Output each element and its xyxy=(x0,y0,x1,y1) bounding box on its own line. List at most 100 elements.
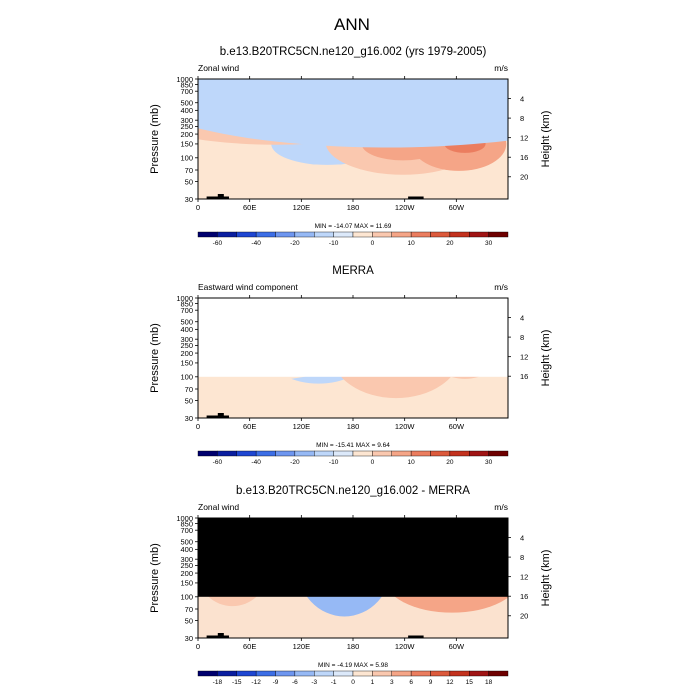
y-tick-label: 700 xyxy=(180,87,193,96)
x-tick-label: 120W xyxy=(395,203,416,212)
colorbar-label: -1 xyxy=(331,679,337,686)
colorbar-swatch xyxy=(391,450,412,457)
y-tick-label: 70 xyxy=(185,605,193,614)
y-tick-label: 50 xyxy=(185,177,193,186)
y2-tick-label: 12 xyxy=(520,352,528,361)
colorbar-swatch xyxy=(469,450,489,457)
colorbar-label: 1 xyxy=(371,679,375,686)
y-tick-label: 850 xyxy=(180,519,193,528)
colorbar-label: -12 xyxy=(251,679,261,686)
stats-label: MIN = -15.41 MAX = 9.64 xyxy=(316,442,390,449)
y-tick-label: 300 xyxy=(180,335,193,344)
colorbar-swatch xyxy=(236,231,257,238)
plot-area xyxy=(198,518,508,638)
panel-left-label: Zonal wind xyxy=(198,502,239,512)
y2-tick-label: 4 xyxy=(520,94,524,103)
y2-tick-label: 20 xyxy=(520,612,528,621)
colorbar-swatch xyxy=(217,670,237,677)
colorbar-swatch xyxy=(314,231,334,238)
plot-area xyxy=(198,298,508,418)
colorbar-label: -18 xyxy=(213,679,223,686)
y-tick-label: 50 xyxy=(185,616,193,625)
colorbar-swatch xyxy=(352,231,373,238)
y2-tick-label: 4 xyxy=(520,313,524,322)
y-tick-label: 500 xyxy=(180,538,193,547)
colorbar-swatch xyxy=(449,670,470,677)
y-tick-label: 100 xyxy=(180,373,193,382)
y-tick-label: 1000 xyxy=(176,514,193,523)
y2-tick-label: 8 xyxy=(520,114,524,123)
colorbar-label: 30 xyxy=(485,240,493,247)
y-axis-title: Pressure (mb) xyxy=(149,104,161,174)
colorbar-swatch xyxy=(391,231,412,238)
y2-axis-title: Height (km) xyxy=(540,111,552,168)
panel-left-label: Zonal wind xyxy=(198,63,239,73)
y-tick-label: 100 xyxy=(180,593,193,602)
colorbar-swatch xyxy=(449,450,470,457)
colorbar-label: 9 xyxy=(429,679,433,686)
y-tick-label: 400 xyxy=(180,106,193,115)
colorbar-label: -40 xyxy=(251,459,261,466)
y-tick-label: 500 xyxy=(180,99,193,108)
colorbar-swatch xyxy=(333,231,354,238)
colorbar-swatch xyxy=(352,450,373,457)
colorbar-label: 6 xyxy=(409,679,413,686)
y-tick-label: 30 xyxy=(185,195,193,204)
x-tick-label: 180 xyxy=(347,422,360,431)
colorbar-swatch xyxy=(333,450,354,457)
y-tick-label: 70 xyxy=(185,166,193,175)
y-tick-label: 150 xyxy=(180,359,193,368)
colorbar-swatch xyxy=(430,450,451,457)
colorbar-swatch xyxy=(333,670,354,677)
colorbar-swatch xyxy=(294,231,315,238)
x-tick-label: 60E xyxy=(243,422,256,431)
x-tick-label: 60W xyxy=(449,203,465,212)
colorbar-label: -20 xyxy=(290,459,300,466)
y-tick-label: 850 xyxy=(180,299,193,308)
panel-3: b.e13.B20TRC5CN.ne120_g16.002 - MERRA Zon… xyxy=(149,485,552,686)
colorbar-swatch xyxy=(255,231,276,238)
colorbar-swatch xyxy=(372,450,392,457)
colorbar-swatch xyxy=(275,670,296,677)
colorbar-label: -60 xyxy=(213,240,223,247)
y-tick-label: 400 xyxy=(180,545,193,554)
panel-units: m/s xyxy=(494,63,508,73)
colorbar-swatch xyxy=(469,670,489,677)
colorbar-swatch xyxy=(488,231,509,238)
y-tick-label: 200 xyxy=(180,349,193,358)
colorbar-label: -3 xyxy=(311,679,317,686)
panel-units: m/s xyxy=(494,282,508,292)
y2-tick-label: 12 xyxy=(520,133,528,142)
y2-axis-title: Height (km) xyxy=(540,330,552,387)
colorbar-label: 18 xyxy=(485,679,493,686)
colorbar-swatch xyxy=(372,670,392,677)
y-tick-label: 850 xyxy=(180,80,193,89)
colorbar-label: -10 xyxy=(329,459,339,466)
y-tick-label: 700 xyxy=(180,526,193,535)
colorbar-swatch xyxy=(294,670,315,677)
y2-axis-title: Height (km) xyxy=(540,550,552,607)
colorbar-swatch xyxy=(197,670,218,677)
figure-title: ANN xyxy=(334,15,370,34)
y-tick-label: 200 xyxy=(180,569,193,578)
x-tick-label: 60E xyxy=(243,642,256,651)
y2-tick-label: 16 xyxy=(520,372,528,381)
y2-tick-label: 8 xyxy=(520,333,524,342)
colorbar-swatch xyxy=(217,450,237,457)
y-tick-label: 500 xyxy=(180,318,193,327)
y-tick-label: 400 xyxy=(180,325,193,334)
colorbar-label: 30 xyxy=(485,459,493,466)
x-tick-label: 120E xyxy=(293,642,311,651)
colorbar-label: 0 xyxy=(351,679,355,686)
colorbar-label: -6 xyxy=(292,679,298,686)
colorbar-swatch xyxy=(430,231,451,238)
colorbar-swatch xyxy=(255,450,276,457)
colorbar-label: -40 xyxy=(251,240,261,247)
masked-region xyxy=(198,298,508,377)
x-tick-label: 60W xyxy=(449,642,465,651)
y2-tick-label: 12 xyxy=(520,572,528,581)
terrain-peak xyxy=(217,194,224,199)
colorbar-label: -15 xyxy=(232,679,242,686)
